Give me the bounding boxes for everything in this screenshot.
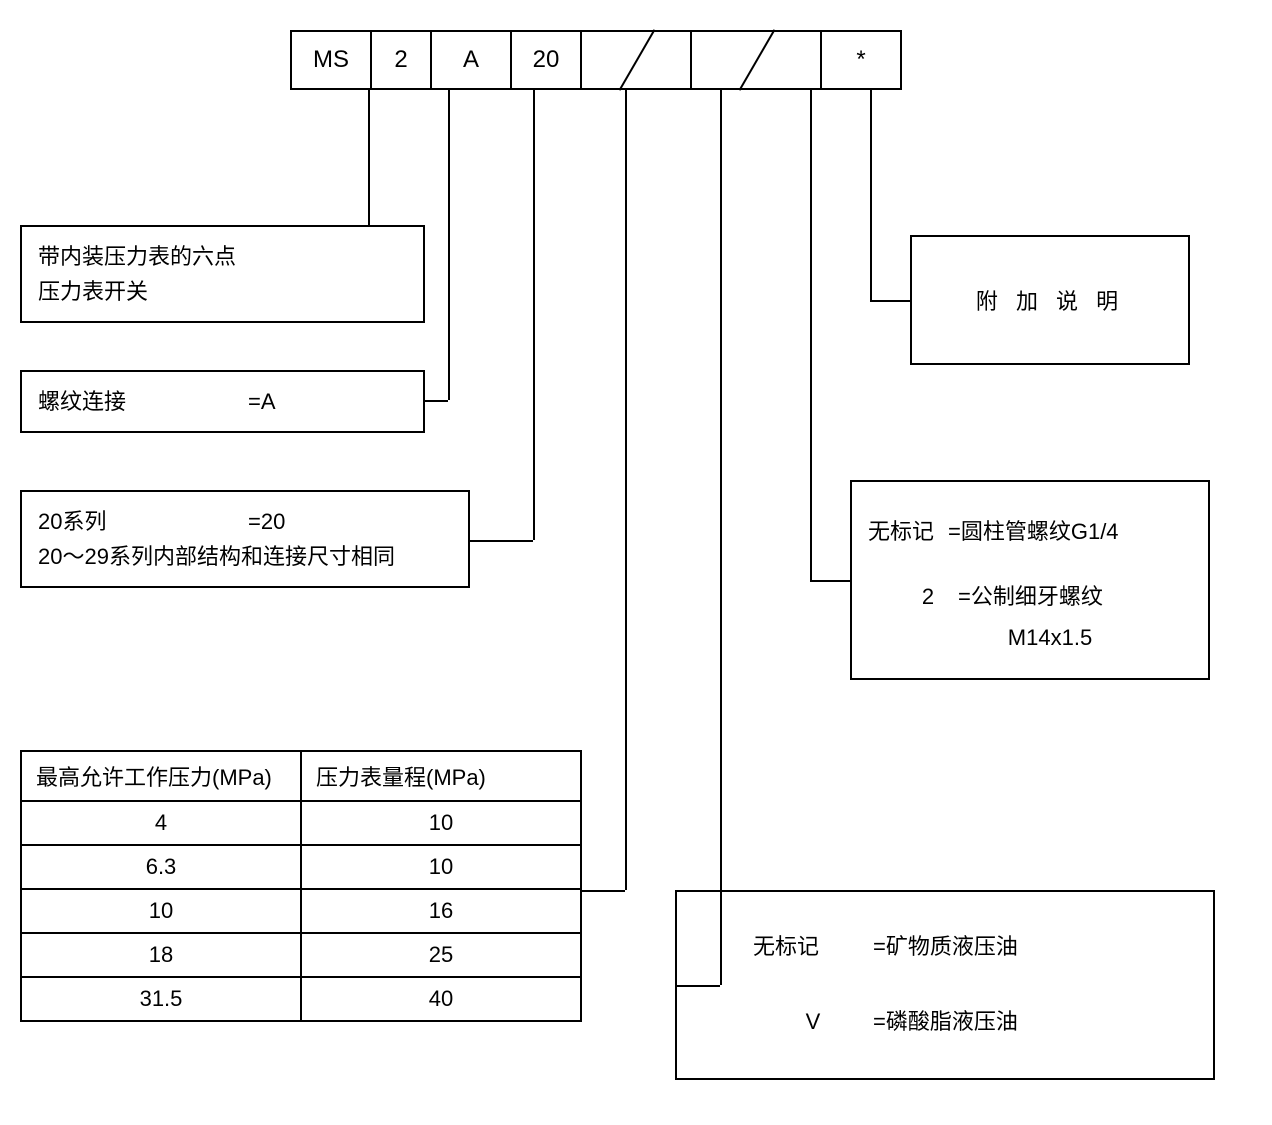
boxr2-l2b: =公制细牙螺纹 <box>958 579 1103 614</box>
table-cell: 4 <box>21 801 301 845</box>
table-cell: 10 <box>301 845 581 889</box>
pressure-table: 最高允许工作压力(MPa)压力表量程(MPa)4106.310101618253… <box>20 750 582 1022</box>
connector-line <box>580 890 625 892</box>
box-description: 带内装压力表的六点 压力表开关 <box>20 225 425 323</box>
box3-l1b: =20 <box>248 504 285 539</box>
connector-line <box>810 88 812 580</box>
boxr2-row2: 2 =公制细牙螺纹 <box>868 579 1192 614</box>
box-series: 20系列 =20 20～29系列内部结构和连接尺寸相同 <box>20 490 470 588</box>
code-cell-6: * <box>822 32 902 88</box>
code-cell-4 <box>582 32 692 88</box>
box-thread-connection: 螺纹连接 =A <box>20 370 425 433</box>
diagram-canvas: MS2A20*带内装压力表的六点 压力表开关 螺纹连接 =A 20系列 =20 … <box>0 0 1272 1125</box>
boxr2-row1: 无标记 =圆柱管螺纹G1/4 <box>868 514 1192 549</box>
boxr1-title: 附 加 说 明 <box>928 284 1172 319</box>
box3-row1: 20系列 =20 <box>38 504 452 539</box>
code-cell-5 <box>692 32 822 88</box>
connector-line <box>448 88 450 400</box>
connector-line <box>870 300 910 302</box>
boxr3-l1a: 无标记 <box>753 929 873 964</box>
connector-line <box>625 88 627 890</box>
code-cell-2: A <box>432 32 512 88</box>
box2-value: =A <box>248 384 276 419</box>
table-cell: 40 <box>301 977 581 1021</box>
table-row: 31.540 <box>21 977 581 1021</box>
boxr3-l2a: V <box>753 1004 873 1039</box>
boxr2-l2a: 2 <box>898 579 958 614</box>
code-strip: MS2A20 * <box>290 30 902 90</box>
table-cell: 16 <box>301 889 581 933</box>
table-row: 410 <box>21 801 581 845</box>
connector-line <box>810 580 850 582</box>
connector-line <box>675 985 720 987</box>
box1-line2: 压力表开关 <box>38 274 407 309</box>
box3-l1a: 20系列 <box>38 504 248 539</box>
connector-line <box>425 400 448 402</box>
table-cell: 18 <box>21 933 301 977</box>
box2-label: 螺纹连接 <box>38 384 248 419</box>
code-cell-3: 20 <box>512 32 582 88</box>
boxr3-row1: 无标记 =矿物质液压油 <box>753 929 1197 964</box>
slash-icon <box>619 29 656 91</box>
table-cell: 6.3 <box>21 845 301 889</box>
connector-line <box>533 88 535 540</box>
boxr3-l1b: =矿物质液压油 <box>873 929 1018 964</box>
box-additional-notes: 附 加 说 明 <box>910 235 1190 365</box>
connector-line <box>368 88 370 225</box>
box3-line2: 20～29系列内部结构和连接尺寸相同 <box>38 539 452 574</box>
table-cell: 10 <box>21 889 301 933</box>
connector-line <box>870 88 872 300</box>
box-thread-spec: 无标记 =圆柱管螺纹G1/4 2 =公制细牙螺纹 M14x1.5 <box>850 480 1210 680</box>
table-cell: 10 <box>301 801 581 845</box>
table-cell: 25 <box>301 933 581 977</box>
connector-line <box>720 88 722 985</box>
boxr2-l1a: 无标记 <box>868 514 948 549</box>
connector-line <box>470 540 533 542</box>
slash-icon <box>739 29 776 91</box>
boxr2-l1b: =圆柱管螺纹G1/4 <box>948 514 1119 549</box>
code-cell-0: MS <box>292 32 372 88</box>
boxr3-row2: V =磷酸脂液压油 <box>753 1004 1197 1039</box>
table-header-1: 压力表量程(MPa) <box>301 751 581 801</box>
box2-row: 螺纹连接 =A <box>38 384 407 419</box>
table-cell: 31.5 <box>21 977 301 1021</box>
table-row: 6.310 <box>21 845 581 889</box>
table-header-0: 最高允许工作压力(MPa) <box>21 751 301 801</box>
box1-line1: 带内装压力表的六点 <box>38 239 407 274</box>
boxr3-l2b: =磷酸脂液压油 <box>873 1004 1018 1039</box>
table-row: 1016 <box>21 889 581 933</box>
box-oil-spec: 无标记 =矿物质液压油 V =磷酸脂液压油 <box>675 890 1215 1080</box>
table-row: 1825 <box>21 933 581 977</box>
code-cell-1: 2 <box>372 32 432 88</box>
boxr2-l3: M14x1.5 <box>868 620 1192 655</box>
